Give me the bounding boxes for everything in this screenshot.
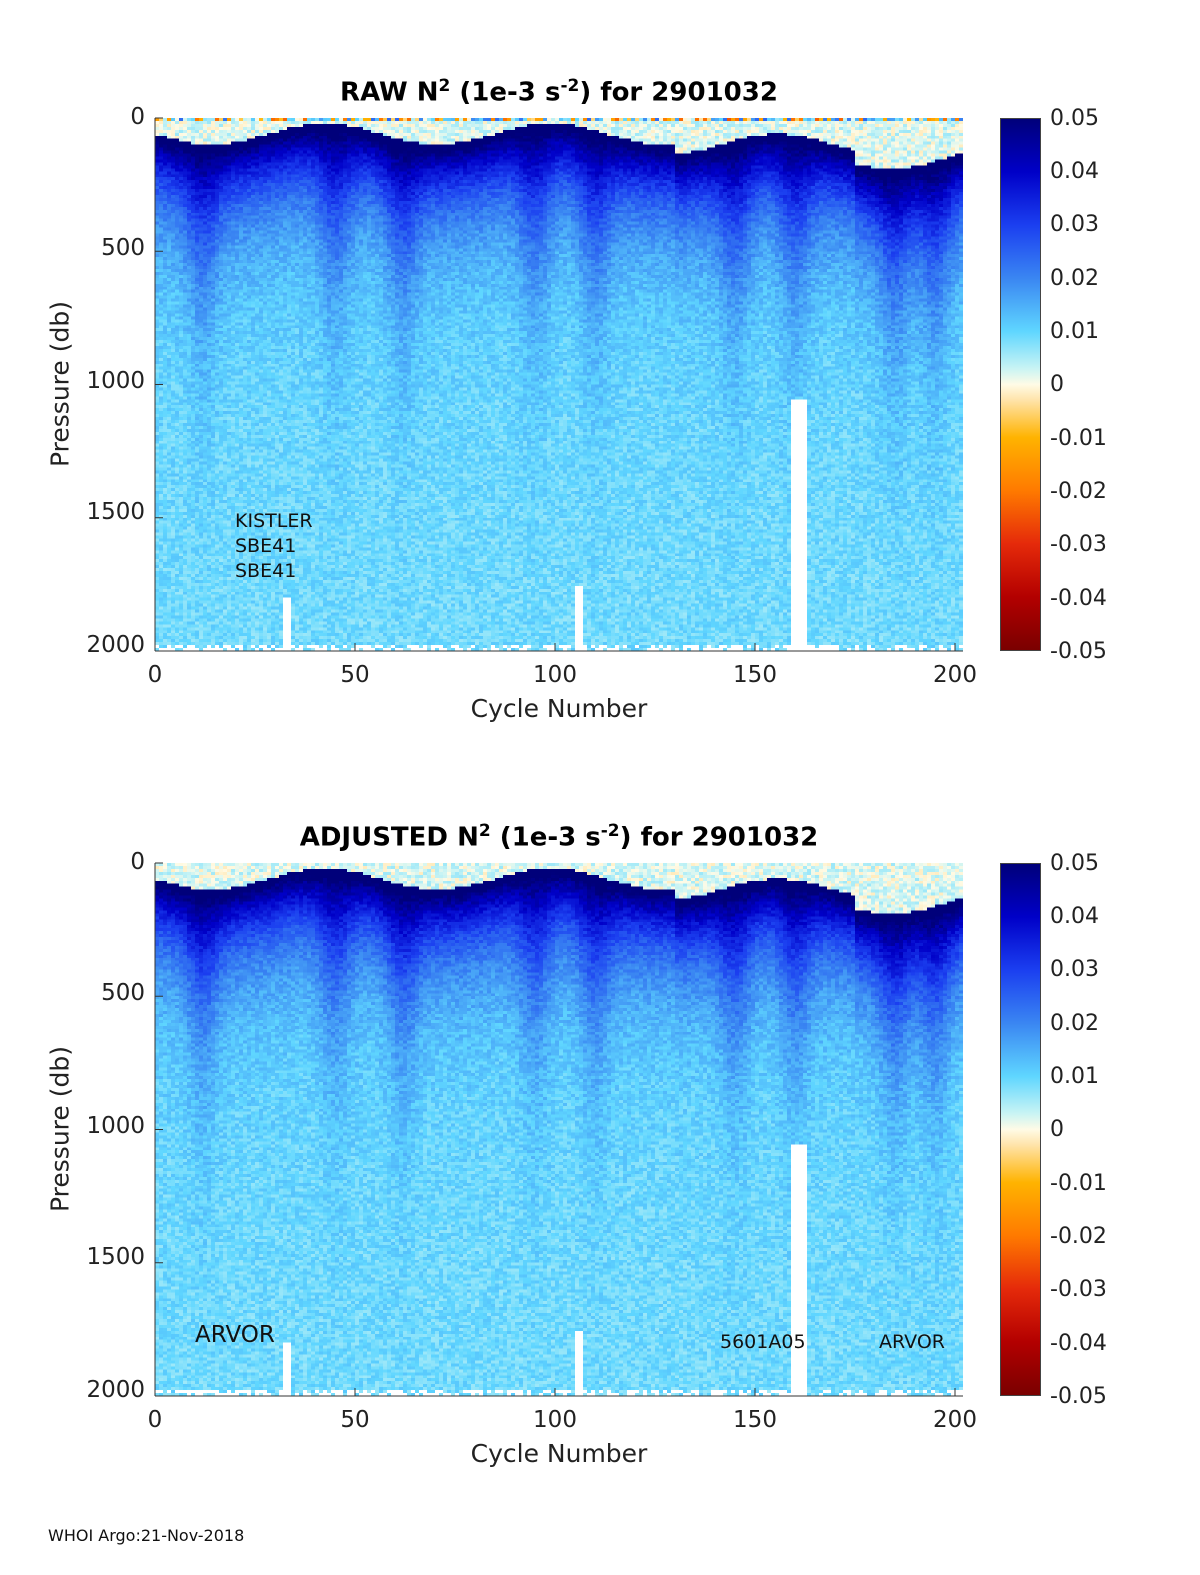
y-tick-label: 1500 [86,499,145,525]
title-text: ) for 2901032 [579,77,778,108]
y-tick-label: 2000 [86,1377,145,1403]
colorbar-tick-label: 0.01 [1050,319,1099,344]
colorbar-tick-label: -0.01 [1050,1171,1107,1196]
colorbar-tick-label: -0.02 [1050,1224,1107,1249]
title-text: ) for 2901032 [619,822,819,853]
x-axis-label: Cycle Number [470,1439,648,1468]
raw-chart-panel: RAW N2 (1e-3 s-2) for 2901032 0 500 1000… [0,0,1200,760]
y-tick-label: 0 [130,104,145,130]
title-text: (1e-3 s [490,822,601,853]
colorbar-tick-label: 0.02 [1050,1011,1099,1036]
colorbar [1000,118,1041,651]
title-text: (1e-3 s [450,77,561,108]
colorbar-tick-label: 0 [1050,1117,1064,1142]
colorbar-tick-label: 0.05 [1050,106,1099,131]
sensor-annotation: ARVOR [195,1322,275,1348]
y-tick-label: 1000 [86,368,145,394]
y-axis-label: Pressure (db) [45,301,75,467]
x-tick-label: 50 [340,662,370,688]
n2-heatmap [155,118,963,651]
colorbar-tick-label: 0.04 [1050,159,1099,184]
x-tick-label: 150 [733,1407,777,1433]
x-tick-label: 100 [533,1407,577,1433]
title-text: RAW N [340,77,439,108]
y-tick-label: 0 [130,849,145,875]
colorbar-tick-label: 0.03 [1050,957,1099,982]
y-tick-label: 1000 [86,1113,145,1139]
sensor-annotation: KISTLER [235,510,313,532]
sensor-annotation: SBE41 [235,560,297,582]
title-superscript: 2 [478,821,491,841]
colorbar-tick-label: -0.05 [1050,639,1107,664]
adjusted-chart-panel: ADJUSTED N2 (1e-3 s-2) for 2901032 0 500… [0,745,1200,1505]
colorbar-tick-label: -0.02 [1050,479,1107,504]
plot-axes [154,117,963,652]
colorbar-tick-label: -0.01 [1050,426,1107,451]
x-tick-label: 0 [147,1407,163,1433]
chart-title: RAW N2 (1e-3 s-2) for 2901032 [155,76,963,108]
colorbar [1000,863,1041,1396]
n2-heatmap [155,863,963,1396]
title-superscript: 2 [438,76,451,96]
colorbar-tick-label: 0.02 [1050,266,1099,291]
sensor-annotation: 5601A05 [720,1331,806,1353]
colorbar-tick-label: 0.03 [1050,212,1099,237]
chart-title: ADJUSTED N2 (1e-3 s-2) for 2901032 [155,821,963,853]
y-tick-label: 1500 [86,1244,145,1270]
colorbar-tick-label: 0.01 [1050,1064,1099,1089]
y-tick-label: 2000 [86,632,145,658]
x-tick-label: 150 [733,662,777,688]
title-superscript: -2 [600,821,620,841]
colorbar-tick-label: 0.04 [1050,904,1099,929]
x-tick-label: 50 [340,1407,370,1433]
colorbar-tick-label: 0 [1050,372,1064,397]
x-tick-label: 200 [933,1407,977,1433]
x-axis-label: Cycle Number [470,694,648,723]
colorbar-tick-label: -0.04 [1050,586,1107,611]
sensor-annotation: ARVOR [879,1331,945,1353]
y-tick-label: 500 [101,235,145,261]
title-text: ADJUSTED N [299,822,479,853]
y-axis-label: Pressure (db) [45,1046,75,1212]
title-superscript: -2 [560,76,580,96]
colorbar-tick-label: 0.05 [1050,851,1099,876]
x-tick-label: 0 [147,662,163,688]
colorbar-tick-label: -0.04 [1050,1331,1107,1356]
plot-axes [154,862,963,1397]
x-tick-label: 100 [533,662,577,688]
x-tick-label: 200 [933,662,977,688]
y-tick-label: 500 [101,980,145,1006]
colorbar-tick-label: -0.05 [1050,1384,1107,1409]
footer-credit: WHOI Argo:21-Nov-2018 [48,1526,245,1545]
colorbar-tick-label: -0.03 [1050,1277,1107,1302]
sensor-annotation: SBE41 [235,535,297,557]
colorbar-tick-label: -0.03 [1050,532,1107,557]
